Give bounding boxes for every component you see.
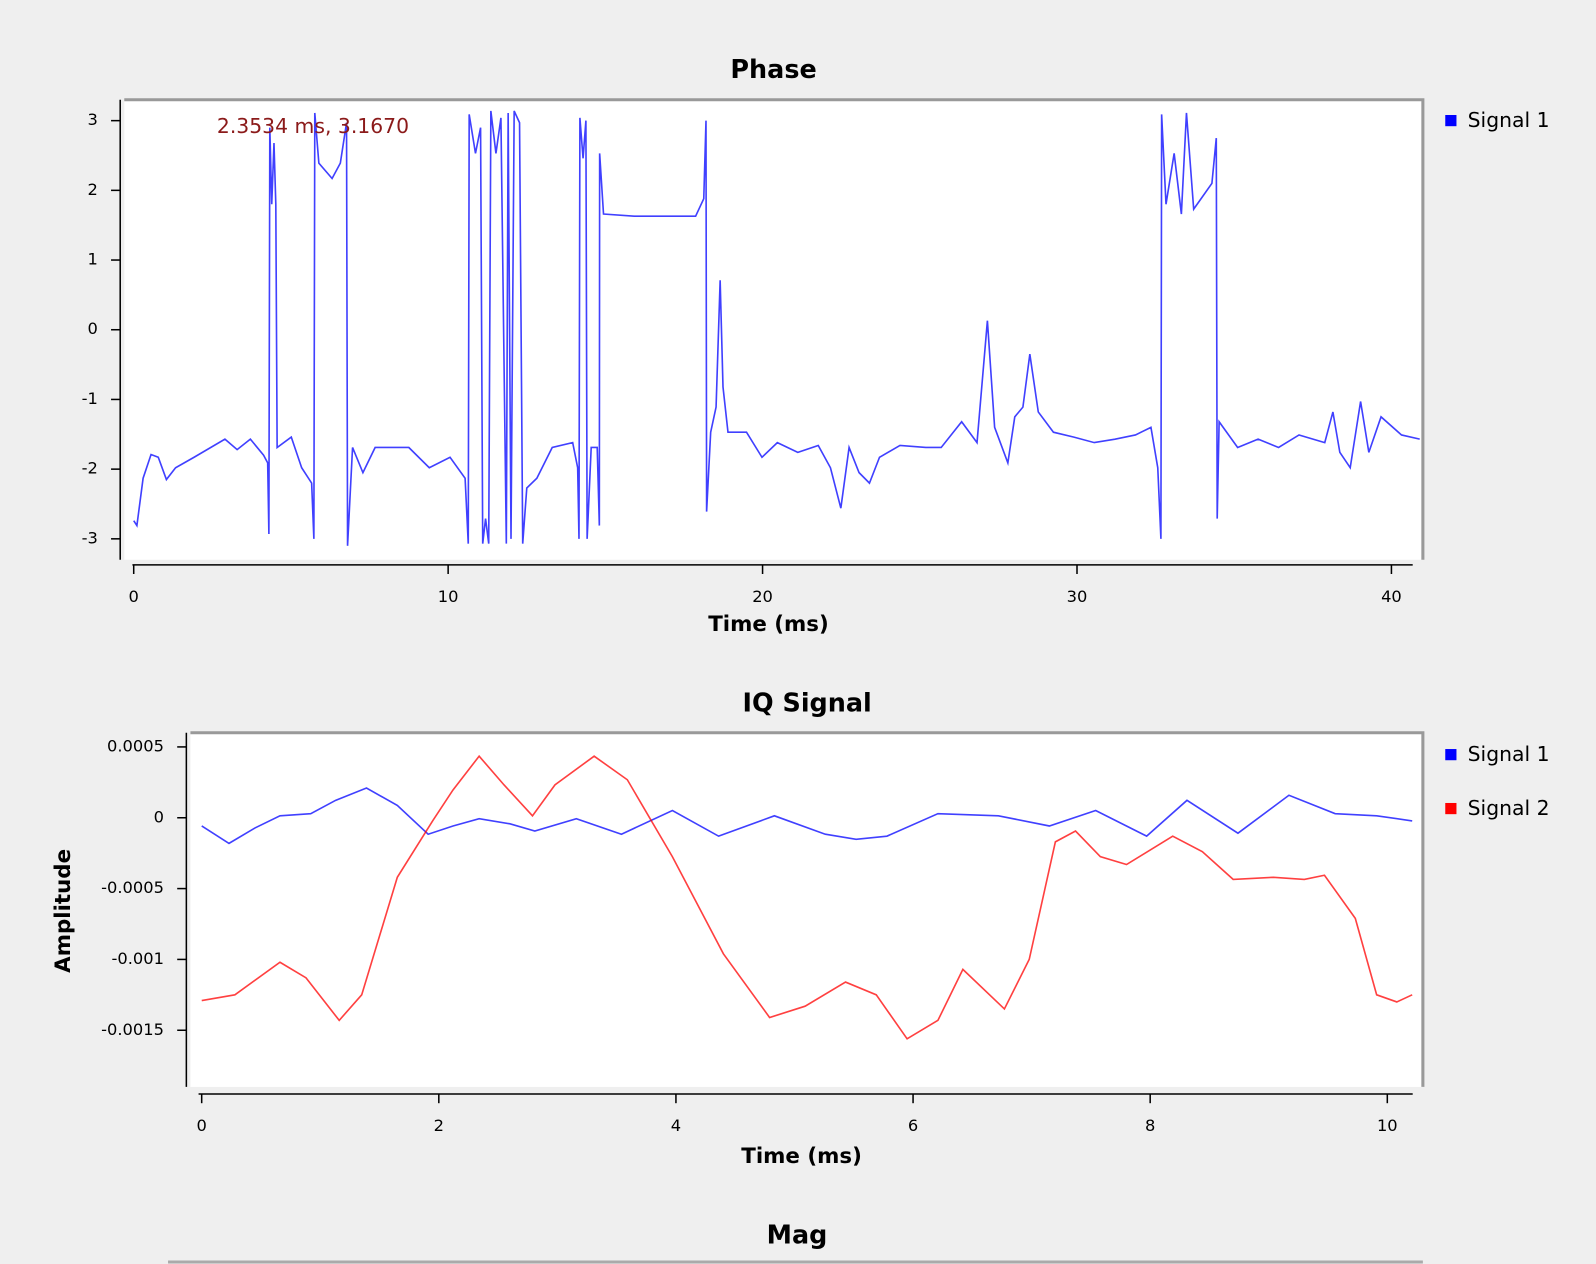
x-tick-label: 0 [129,587,139,606]
y-tick-label: -0.001 [112,949,164,968]
series-line [201,754,1413,1040]
x-tick-label: 8 [1145,1116,1155,1135]
x-axis-label: Time (ms) [708,612,829,637]
x-tick-label: 10 [1377,1116,1398,1135]
series-line [201,787,1413,845]
y-tick-label: 1 [87,250,97,269]
y-tick-label: -1 [82,389,98,408]
x-tick-label: 2 [434,1116,444,1135]
series-line [133,110,1420,546]
x-tick-label: 30 [1067,587,1088,606]
y-tick-label: 3 [87,110,97,129]
plot-canvas [124,99,1423,560]
y-tick-label: 0 [154,807,164,826]
x-tick-label: 6 [908,1116,918,1135]
x-tick-label: 40 [1381,587,1402,606]
x-tick-label: 4 [671,1116,681,1135]
legend-swatch [1445,749,1457,761]
y-tick-label: -2 [82,459,98,478]
plot-canvas [190,732,1423,1087]
y-tick-label: -3 [82,528,98,547]
x-tick-label: 20 [752,587,773,606]
y-tick-label: -0.0005 [101,878,164,897]
legend-label: Signal 1 [1468,742,1550,766]
chart-title: Phase [730,54,816,84]
canvas-border [190,731,1425,1087]
chart-title: IQ Signal [743,687,872,717]
annotation: 2.3534 ms, 3.1670 [217,114,409,138]
legend-swatch [1445,802,1457,815]
x-axis-label: Time (ms) [741,1144,862,1169]
legend-swatch [1445,115,1457,127]
y-tick-label: 0 [87,319,97,338]
y-tick-label: 0.0005 [107,736,164,755]
canvas-border [124,98,1425,560]
chart-title: Mag [767,1220,828,1250]
y-tick-label: -0.0015 [101,1020,164,1039]
x-tick-label: 10 [438,587,459,606]
legend-label: Signal 1 [1468,108,1550,132]
y-tick-label: 2 [87,180,97,199]
y-axis-label: Amplitude [51,849,76,973]
x-tick-label: 0 [197,1116,207,1135]
legend-label: Signal 2 [1468,796,1550,820]
